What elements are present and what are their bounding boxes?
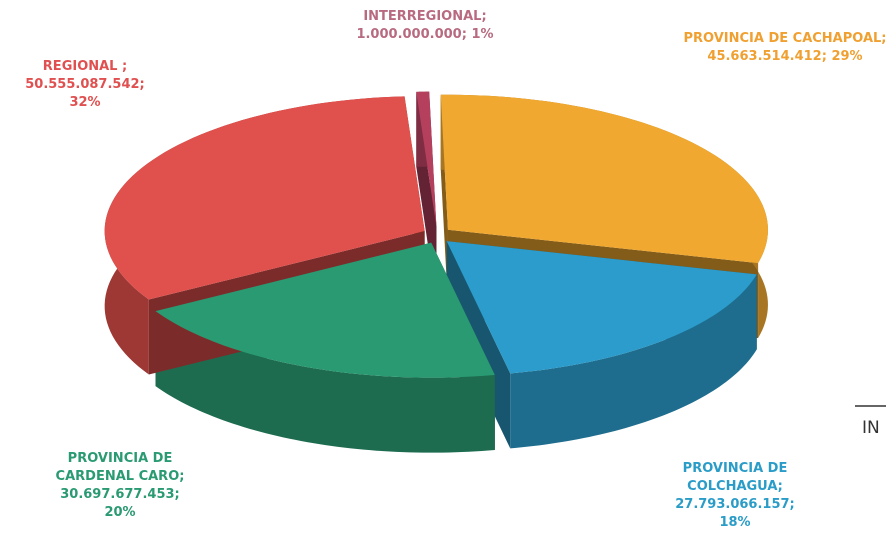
label-part: INTERREGIONAL; [363, 9, 487, 24]
label-part: 20% [104, 505, 136, 520]
label-part: 18% [719, 515, 751, 530]
label-part: PROVINCIA DE CARDENAL CARO; [55, 451, 185, 484]
label-part: 50.555.087.542; [25, 77, 145, 92]
label-part: 1% [471, 27, 494, 42]
label-part: REGIONAL ; [42, 59, 128, 74]
label-part: 32% [69, 95, 101, 110]
label-part: 30.697.677.453; [60, 487, 180, 502]
label-part: PROVINCIA DE COLCHAGUA; [682, 461, 788, 494]
label-part: 27.793.066.157; [675, 497, 795, 512]
data-label: REGIONAL ; 50.555.087.542; 32% [0, 58, 170, 112]
slice-side [155, 311, 495, 453]
slice [446, 241, 757, 374]
data-label: INTERREGIONAL; 1.000.000.000; 1% [330, 8, 520, 44]
slice [155, 242, 495, 378]
label-part: PROVINCIA DE CACHAPOAL; [683, 31, 886, 46]
data-label: PROVINCIA DE COLCHAGUA; 27.793.066.157; 18… [640, 460, 830, 532]
data-label: PROVINCIA DE CARDENAL CARO; 30.697.677.45… [30, 450, 210, 522]
data-label: PROVINCIA DE CACHAPOAL; 45.663.514.412; 2… [670, 30, 886, 66]
label-part: 1.000.000.000; [356, 27, 467, 42]
slice [104, 96, 425, 300]
slice [440, 94, 768, 264]
label-part: 29% [831, 49, 863, 64]
label-part: 45.663.514.412; [707, 49, 827, 64]
slice [416, 91, 437, 227]
slice-side [510, 274, 757, 449]
clipped-text: IN [862, 418, 880, 438]
